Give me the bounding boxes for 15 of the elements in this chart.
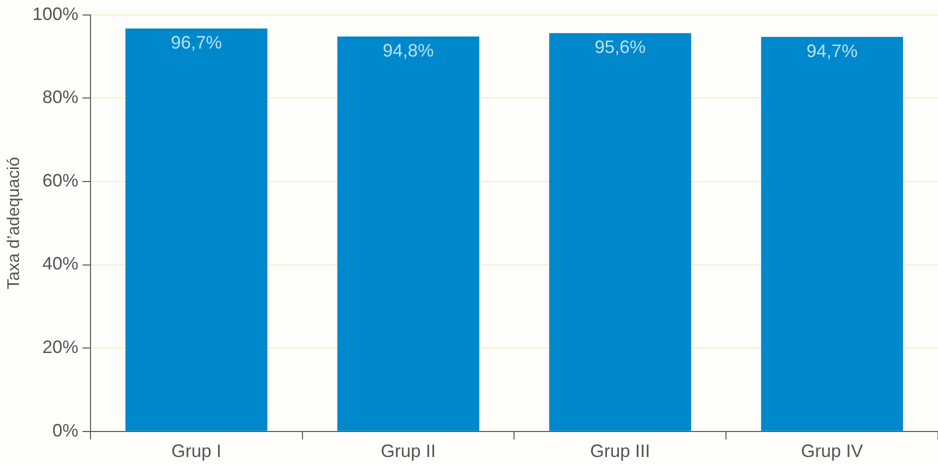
y-axis-title: Taxa d’adequació bbox=[4, 156, 23, 290]
y-tick-label: 20% bbox=[42, 337, 78, 358]
x-tick-label: Grup III bbox=[590, 441, 650, 462]
x-tick-label: Grup IV bbox=[801, 441, 864, 462]
x-tick-label: Grup I bbox=[171, 441, 222, 462]
x-tick-label: Grup II bbox=[380, 441, 436, 462]
y-tick-label: 40% bbox=[42, 254, 78, 274]
y-tick-label: 80% bbox=[42, 87, 78, 108]
y-tick-label: 60% bbox=[42, 170, 78, 190]
y-tick-label: 0% bbox=[52, 420, 78, 440]
data-label: 96,7% bbox=[170, 32, 222, 53]
data-label: 95,6% bbox=[594, 37, 646, 58]
data-label: 94,8% bbox=[382, 40, 434, 60]
y-tick-label: 100% bbox=[32, 4, 78, 24]
data-label: 94,7% bbox=[806, 40, 858, 61]
